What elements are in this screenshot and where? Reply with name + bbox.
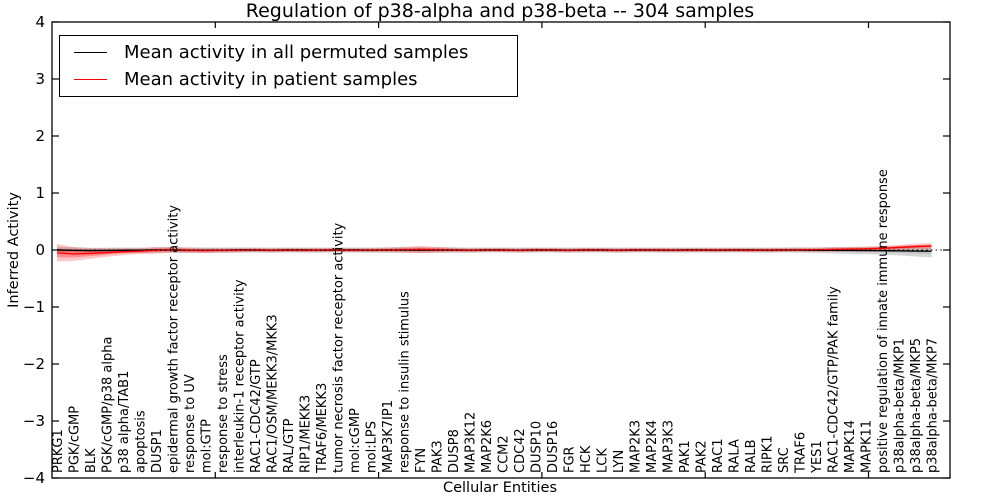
x-category-label: MAP3K3 <box>662 420 677 473</box>
x-category-label: RAC1/OSM/MEKK3/MKK3 <box>266 314 281 473</box>
y-tick-label: 0 <box>35 241 45 259</box>
x-category-label: mol:GTP <box>200 419 215 473</box>
legend-label-patient: Mean activity in patient samples <box>124 69 418 90</box>
x-category-label: CDC42 <box>513 428 528 473</box>
x-category-label: FGR <box>563 446 578 473</box>
x-category-label: BLK <box>84 448 99 473</box>
x-category-label: epidermal growth factor receptor activit… <box>167 205 182 473</box>
legend-black-line-icon <box>74 52 107 53</box>
x-category-label: RAC1-CDC42/GTP <box>249 359 264 473</box>
chart-title: Regulation of p38-alpha and p38-beta -- … <box>245 0 755 22</box>
y-tick-label: −1 <box>23 298 45 316</box>
x-category-label: MAP3K7IP1 <box>381 400 396 473</box>
legend-red-line-icon <box>74 79 107 80</box>
x-category-label: RIP1/MEKK3 <box>299 395 314 473</box>
legend-item-patient: Mean activity in patient samples <box>74 69 517 90</box>
x-category-label: CCM2 <box>497 435 512 473</box>
x-category-label: RAL/GTP <box>282 418 297 473</box>
x-axis-label: Cellular Entities <box>442 480 558 496</box>
x-category-label: YES1 <box>810 440 825 474</box>
x-category-label: tumor necrosis factor receptor activity <box>332 222 347 473</box>
y-tick-label: −4 <box>23 469 45 487</box>
x-category-label: SRC <box>777 447 792 473</box>
x-category-label: LYN <box>612 450 627 473</box>
x-category-label: TRAF6/MEKK3 <box>315 383 330 474</box>
x-category-label: PRKG1 <box>51 429 66 473</box>
x-category-label: DUSP8 <box>447 429 462 473</box>
x-category-label: response to stress <box>216 354 231 473</box>
permuted-band-outer <box>57 244 932 258</box>
x-category-label: DUSP10 <box>530 421 545 473</box>
y-tick-label: 2 <box>35 127 45 145</box>
x-category-label: MAP3K12 <box>464 412 479 473</box>
x-category-label: response to insulin stimulus <box>398 291 413 473</box>
legend-item-permuted: Mean activity in all permuted samples <box>74 42 517 63</box>
y-tick-label: 3 <box>35 70 45 88</box>
y-tick-label: −3 <box>23 412 45 430</box>
x-category-label: RALB <box>744 439 759 473</box>
x-category-label: mol:LPS <box>365 421 380 473</box>
x-category-label: MAPK11 <box>860 420 875 473</box>
x-category-label: RAC1-CDC42/GTP/PAK family <box>827 286 842 473</box>
x-category-label: interleukin-1 receptor activity <box>233 279 248 473</box>
x-category-label: MAPK14 <box>843 420 858 473</box>
x-category-label: DUSP16 <box>546 421 561 473</box>
x-category-label: HCK <box>579 445 594 473</box>
x-category-label: RIPK1 <box>761 435 776 473</box>
x-category-label: p38alpha-beta/MKP1 <box>893 338 908 473</box>
x-category-label: p38 alpha/TAB1 <box>117 371 132 473</box>
x-category-label: PAK3 <box>431 440 446 473</box>
x-category-label: FYN <box>414 448 429 473</box>
x-category-label: MAP2K3 <box>629 420 644 473</box>
x-category-label: positive regulation of innate immune res… <box>876 169 891 473</box>
x-category-label: PAK2 <box>695 440 710 473</box>
x-category-label: mol:cGMP <box>348 408 363 473</box>
x-category-label: DUSP1 <box>150 429 165 473</box>
x-category-label: TRAF6 <box>794 432 809 474</box>
x-category-label: response to UV <box>183 374 198 473</box>
x-category-label: LCK <box>596 448 611 473</box>
x-category-label: PGK/cGMP <box>68 406 83 473</box>
x-category-label: RALA <box>728 439 743 473</box>
y-tick-label: 4 <box>35 13 45 31</box>
y-tick-label: −2 <box>23 355 45 373</box>
x-category-label: RAC1 <box>711 438 726 473</box>
x-category-label: PGK/cGMP/p38 alpha <box>101 337 116 473</box>
x-category-label: p38alpha-beta/MKP5 <box>909 338 924 473</box>
legend: Mean activity in all permuted samples Me… <box>59 35 518 97</box>
x-category-label: apoptosis <box>134 410 149 473</box>
patient-band-inner <box>57 244 932 258</box>
x-category-label: PAK1 <box>678 440 693 473</box>
y-tick-label: 1 <box>35 184 45 202</box>
x-category-label: MAP2K6 <box>480 420 495 473</box>
x-category-label: MAP2K4 <box>645 420 660 473</box>
x-category-label: p38alpha-beta/MKP7 <box>926 338 941 473</box>
legend-label-permuted: Mean activity in all permuted samples <box>124 42 469 63</box>
